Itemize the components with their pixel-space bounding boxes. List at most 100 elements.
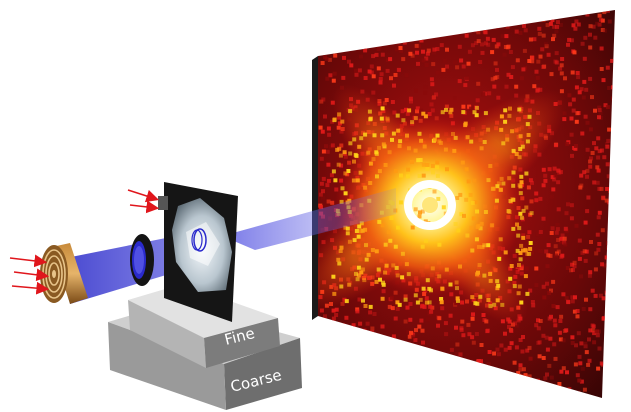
speckle [600,262,605,267]
speckle [583,344,588,349]
speckle [421,403,425,407]
speckle [567,37,572,42]
speckle [511,20,516,25]
speckle [325,183,330,188]
speckle [429,25,434,29]
speckle [558,337,563,342]
speckle [577,256,582,261]
speckle [570,11,575,16]
speckle [534,323,539,328]
bright-speckle [518,257,523,262]
speckle [457,79,462,84]
speckle [543,178,548,183]
speckle [537,26,542,31]
speckle [446,389,451,393]
bright-speckle [363,185,368,190]
bright-speckle [499,127,504,132]
speckle [575,314,580,319]
bright-speckle [472,178,477,183]
bright-speckle [343,171,348,176]
bright-speckle [397,144,402,149]
speckle [388,57,393,62]
bright-speckle [519,215,524,220]
speckle [357,28,362,33]
speckle [550,18,555,23]
speckle [402,40,407,45]
bright-speckle [338,153,343,158]
speckle [446,68,451,73]
bright-speckle [478,226,483,231]
bright-speckle [430,163,435,168]
speckle [506,395,511,398]
speckle [326,363,330,368]
bright-speckle [403,297,408,302]
speckle [554,230,559,235]
speckle [599,67,604,71]
bright-speckle [380,223,385,228]
speckle [318,384,323,388]
bright-speckle [351,178,356,183]
speckle [589,240,593,244]
speckle [521,335,525,339]
speckle [492,370,497,375]
speckle [326,162,331,167]
bright-speckle [448,282,453,287]
speckle [354,72,359,77]
speckle [583,258,588,263]
bright-speckle [517,263,521,267]
bright-speckle [470,200,475,205]
speckle [485,36,490,41]
speckle [447,401,451,405]
speckle [371,41,376,46]
speckle [525,389,530,393]
speckle [551,304,556,309]
speckle [476,369,481,374]
speckle [510,65,515,70]
bright-speckle [348,151,353,156]
speckle [387,19,392,24]
bright-speckle [427,300,432,305]
speckle [406,368,411,372]
speckle [556,180,561,185]
speckle [561,366,566,371]
speckle [392,35,397,40]
sample-holder [158,182,238,322]
bright-speckle [417,214,422,219]
speckle [484,319,489,324]
speckle [485,328,490,333]
speckle [328,144,333,149]
speckle [529,199,534,204]
speckle [604,290,609,295]
fine-stage-front [204,318,280,368]
speckle [371,54,376,59]
speckle [454,301,459,306]
bright-speckle [421,111,426,116]
speckle [605,255,610,260]
speckle [408,317,413,322]
speckle [593,35,598,40]
speckle [490,16,495,21]
bright-speckle [390,137,394,142]
speckle [512,381,516,386]
speckle [537,340,542,345]
speckle [441,67,446,72]
speckle [504,84,509,89]
bright-speckle [393,244,398,249]
speckle [542,389,546,394]
speckle [532,37,537,42]
speckle [535,75,540,80]
bright-speckle [354,271,358,276]
speckle [428,304,433,309]
speckle [572,309,577,314]
bright-speckle [518,191,523,196]
bright-speckle [374,279,379,284]
bright-speckle [346,169,351,173]
bright-speckle [503,250,508,255]
speckle [590,151,595,155]
speckle [563,242,568,247]
speckle [318,192,323,197]
speckle [419,11,424,16]
speckle [373,37,377,42]
speckle [577,378,582,383]
speckle [595,165,600,170]
